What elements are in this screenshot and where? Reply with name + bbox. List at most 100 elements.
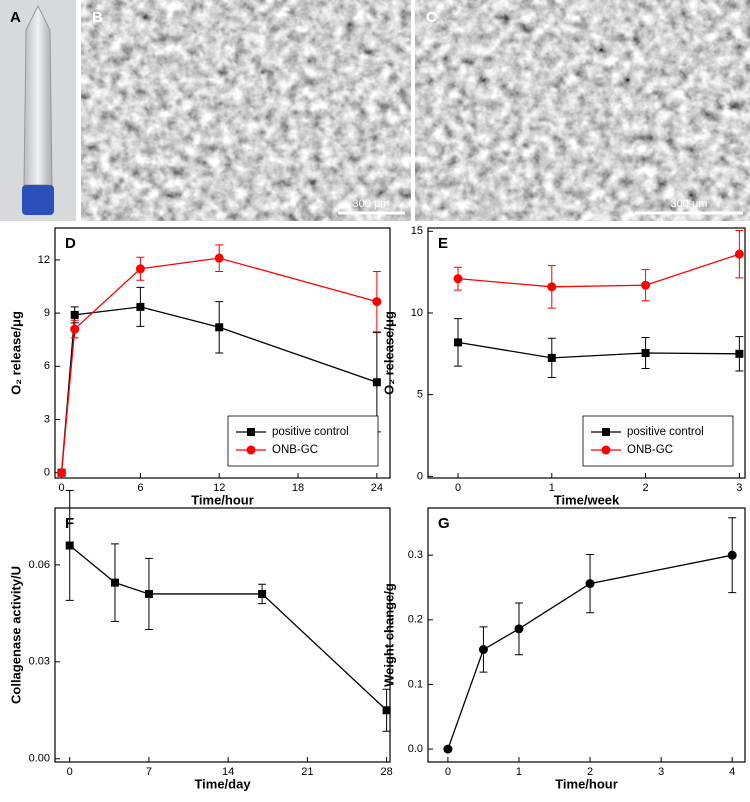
x-tick-label: 7 — [146, 766, 152, 778]
x-tick-label: 0 — [59, 482, 65, 494]
marker — [214, 253, 224, 263]
plot-frame — [54, 507, 391, 763]
x-tick-label: 2 — [587, 766, 593, 778]
panel-label: C — [426, 9, 437, 26]
y-axis-label: Collagenase activity/U — [8, 566, 23, 704]
x-tick-label: 14 — [222, 766, 234, 778]
y-tick-label: 6 — [44, 360, 50, 372]
x-tick-label: 21 — [301, 766, 313, 778]
legend-label: ONB-GC — [627, 444, 673, 456]
marker — [443, 744, 453, 754]
plot-frame — [427, 227, 746, 479]
y-tick-label: 5 — [417, 389, 423, 401]
legend-label: ONB-GC — [272, 444, 318, 456]
plot-frame — [54, 227, 391, 479]
y-tick-label: 0 — [44, 467, 50, 479]
y-tick-label: 0 — [417, 470, 423, 482]
y-tick-label: 15 — [411, 225, 423, 237]
x-tick-label: 0 — [445, 766, 451, 778]
x-tick-label: 1 — [516, 766, 522, 778]
x-tick-label: 24 — [371, 482, 383, 494]
panel-label: D — [65, 235, 76, 252]
marker — [110, 578, 119, 587]
legend-label: positive control — [272, 426, 349, 438]
y-tick-label: 3 — [44, 413, 50, 425]
marker — [258, 589, 267, 598]
marker — [70, 310, 79, 319]
marker — [641, 349, 650, 357]
marker — [65, 541, 74, 550]
y-axis-label: O₂ release/μg — [8, 311, 23, 395]
marker — [641, 280, 651, 290]
series-line — [457, 341, 740, 359]
marker — [547, 353, 556, 362]
x-tick-label: 0 — [67, 766, 73, 778]
marker — [734, 249, 744, 259]
sem-image — [415, 0, 750, 221]
y-tick-label: 9 — [44, 307, 50, 319]
y-tick-label: 0.2 — [408, 614, 423, 626]
y-tick-label: 0.00 — [29, 753, 50, 765]
legend-box — [582, 415, 734, 467]
legend-marker — [247, 428, 255, 436]
marker — [547, 282, 557, 292]
x-axis-label: Time/week — [554, 492, 620, 507]
y-tick-label: 10 — [411, 307, 423, 319]
scale-bar-label: 300 μm — [353, 198, 390, 210]
y-axis-label: Weight change/g — [381, 583, 396, 687]
panel-label: B — [92, 9, 103, 26]
x-tick-label: 3 — [658, 766, 664, 778]
y-tick-label: 0.3 — [408, 549, 423, 561]
x-tick-label: 6 — [137, 482, 143, 494]
marker — [382, 706, 391, 715]
scale-bar-label: 300 μm — [671, 198, 708, 210]
legend-label: positive control — [627, 426, 704, 438]
marker — [727, 550, 737, 560]
marker — [215, 323, 224, 332]
series-line — [69, 544, 388, 711]
marker — [735, 349, 744, 358]
x-tick-label: 3 — [736, 482, 742, 494]
panel-label: E — [438, 235, 448, 252]
legend-marker — [602, 428, 610, 436]
marker — [585, 579, 595, 589]
marker — [372, 297, 382, 307]
y-tick-label: 0.1 — [408, 678, 423, 690]
legend-marker — [601, 445, 611, 455]
sem-image — [81, 0, 411, 221]
panel-label: G — [438, 515, 450, 532]
x-tick-label: 1 — [549, 482, 555, 494]
marker — [135, 264, 145, 274]
x-tick-label: 4 — [729, 766, 735, 778]
y-tick-label: 0.03 — [29, 656, 50, 668]
marker — [454, 338, 463, 347]
x-axis-label: Time/hour — [191, 492, 254, 507]
series-line — [457, 253, 740, 288]
tube-cap — [22, 185, 54, 215]
y-tick-label: 0.06 — [29, 559, 50, 571]
x-tick-label: 18 — [292, 482, 304, 494]
x-axis-label: Time/hour — [555, 776, 618, 791]
marker — [514, 624, 524, 634]
marker — [70, 324, 80, 334]
x-axis-label: Time/day — [194, 776, 251, 791]
marker — [372, 378, 381, 387]
tube — [23, 4, 53, 186]
panel-label: A — [10, 9, 21, 26]
x-tick-label: 2 — [643, 482, 649, 494]
y-axis-label: O₂ release/μg — [381, 311, 396, 395]
marker — [57, 468, 67, 478]
y-tick-label: 0.0 — [408, 743, 423, 755]
y-tick-label: 12 — [38, 254, 50, 266]
plot-frame — [427, 507, 746, 763]
marker — [478, 645, 488, 655]
x-tick-label: 28 — [380, 766, 392, 778]
marker — [136, 302, 145, 311]
x-tick-label: 0 — [455, 482, 461, 494]
legend-marker — [246, 445, 256, 455]
marker — [144, 589, 153, 598]
marker — [453, 274, 463, 284]
legend-box — [227, 415, 379, 467]
